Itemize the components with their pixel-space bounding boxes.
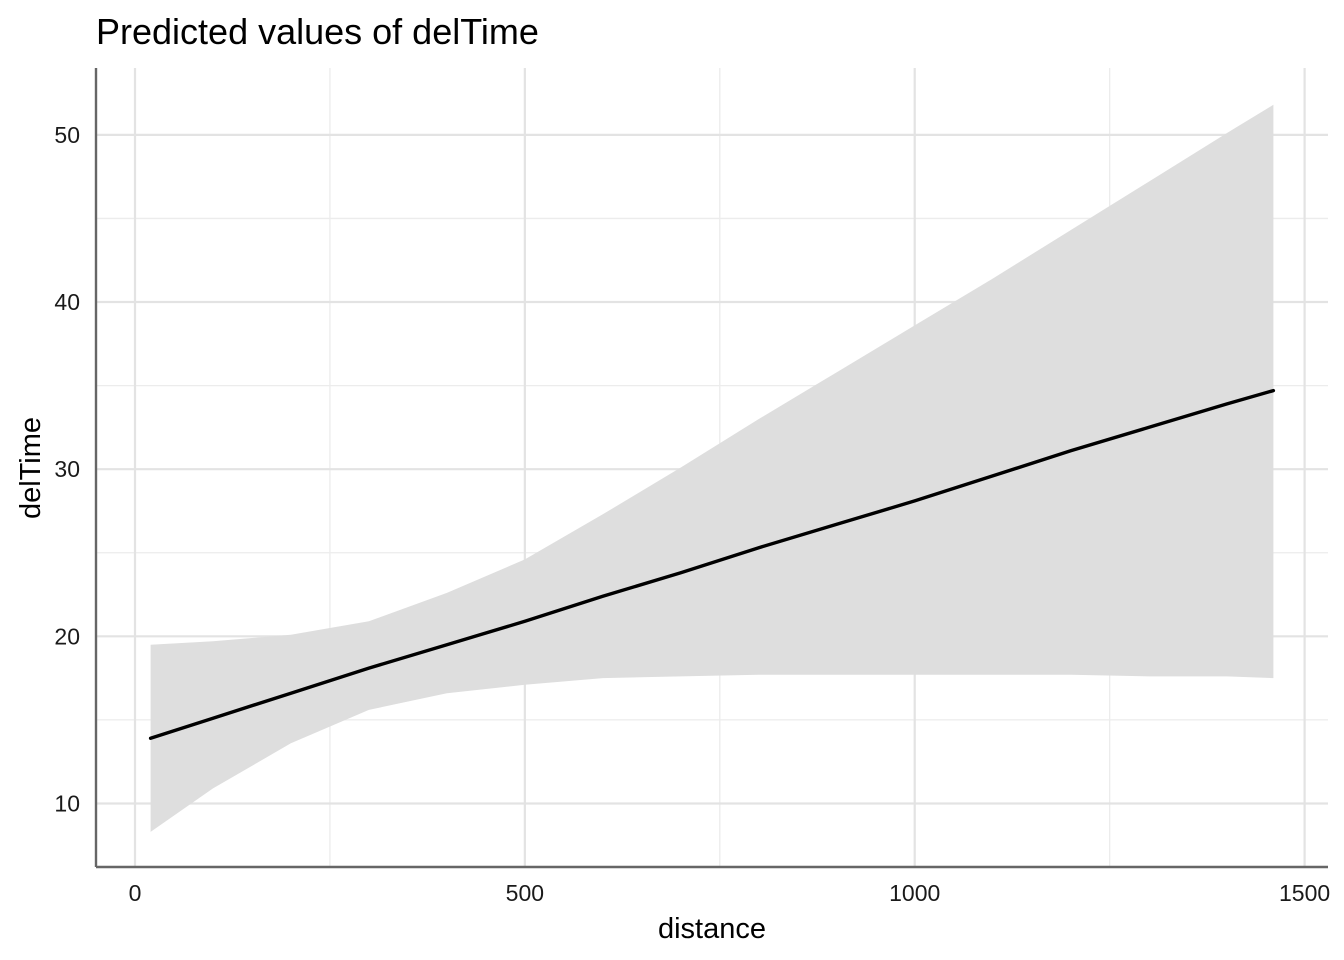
x-tick-label: 1500	[1279, 880, 1330, 906]
y-tick-label: 20	[54, 623, 80, 649]
x-tick-label: 0	[129, 880, 142, 906]
predicted-line	[148, 388, 1276, 740]
y-tick-label: 50	[54, 122, 80, 148]
y-tick-label: 40	[54, 289, 80, 315]
y-tick-label: 10	[54, 790, 80, 816]
y-tick-labels: 10 20 30 40 50	[54, 122, 80, 817]
y-tick-label: 30	[54, 456, 80, 482]
x-tick-label: 1000	[889, 880, 940, 906]
x-tick-labels: 0 500 1000 1500	[129, 880, 1331, 906]
chart-title: Predicted values of delTime	[96, 11, 539, 52]
x-tick-label: 500	[506, 880, 544, 906]
y-axis-title: delTime	[15, 417, 47, 519]
x-axis-title: distance	[658, 913, 766, 945]
